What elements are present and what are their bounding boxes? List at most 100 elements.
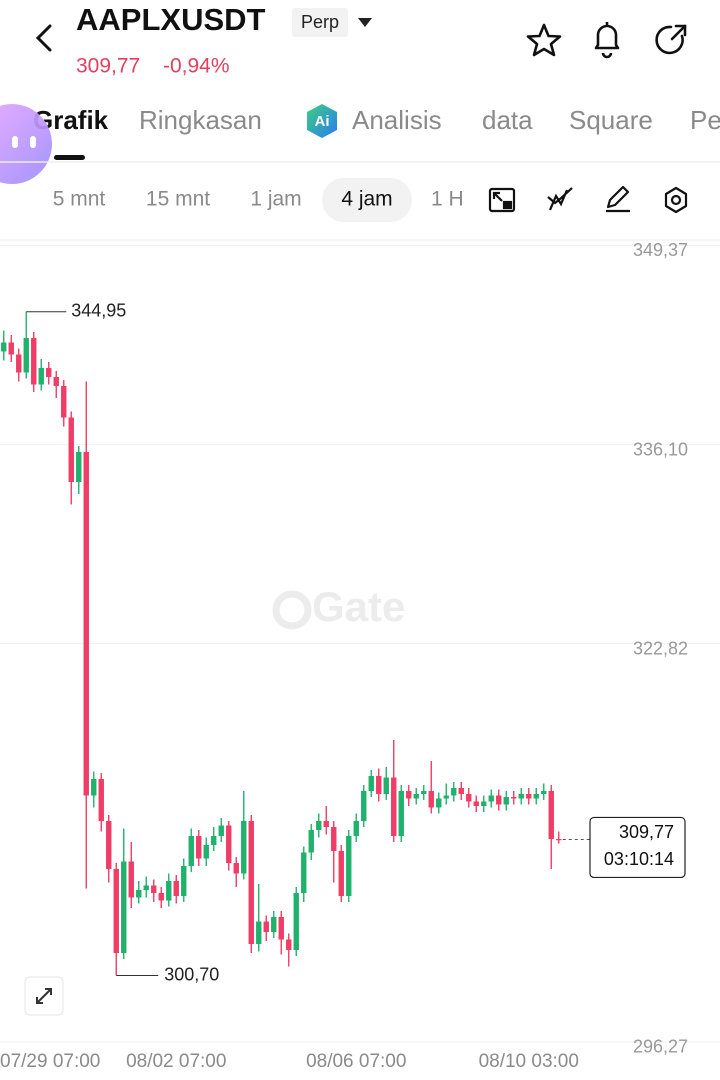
interval[interactable]: 1 jam xyxy=(250,188,301,211)
candle-body xyxy=(8,342,14,355)
watermark: Gate xyxy=(312,583,405,630)
y-tick-label: 322,82 xyxy=(633,638,688,658)
alert-button[interactable] xyxy=(594,22,620,59)
y-tick-label: 296,27 xyxy=(633,1037,688,1057)
share-button[interactable] xyxy=(655,24,687,55)
settings-button[interactable] xyxy=(664,186,688,214)
x-tick-label: 08/02 07:00 xyxy=(126,1051,226,1072)
candle-body xyxy=(436,798,442,808)
candle-body xyxy=(83,452,89,796)
interval[interactable]: 4 jam xyxy=(341,188,392,211)
fullscreen-button[interactable] xyxy=(488,187,516,213)
candle-body xyxy=(121,861,127,953)
assistant-bubble[interactable] xyxy=(0,104,52,184)
badge: Perp xyxy=(301,12,339,32)
price: 309,77 xyxy=(76,55,140,78)
candle-body xyxy=(473,801,479,806)
ai-icon xyxy=(307,104,337,138)
x-tick-label: 08/06 07:00 xyxy=(306,1051,406,1072)
tab[interactable]: Ringkasan xyxy=(139,105,262,135)
dropdown[interactable] xyxy=(358,18,372,27)
candle-body xyxy=(323,821,329,827)
candle-body xyxy=(16,354,22,373)
candle-body xyxy=(338,851,344,896)
candle-body xyxy=(151,885,157,893)
candle-body xyxy=(226,825,232,863)
candle-body xyxy=(1,342,7,352)
last-price-box xyxy=(589,816,686,879)
candle-body xyxy=(143,885,149,890)
candle-body xyxy=(541,791,547,794)
symbol[interactable]: AAPLXUSDT xyxy=(76,2,266,37)
candle-body xyxy=(443,795,449,799)
tab[interactable]: Pe xyxy=(690,105,720,135)
change: -0,94% xyxy=(163,55,230,78)
candle-body xyxy=(173,881,179,896)
candle-body xyxy=(263,921,269,932)
candle-body xyxy=(31,338,37,385)
fade xyxy=(462,176,476,224)
tab-bar: Grafik Ringkasan Analisis data Square Pe xyxy=(33,105,720,135)
watermark-logo xyxy=(272,590,312,630)
ai-icon-label: Ai xyxy=(315,113,330,130)
candle-body xyxy=(53,377,59,386)
candle-body xyxy=(23,338,29,373)
candle-body xyxy=(188,836,194,866)
candle-body xyxy=(68,417,74,482)
bubble-eye xyxy=(12,136,18,148)
candle-body xyxy=(136,890,142,898)
candle-body xyxy=(271,917,277,932)
interval[interactable]: 15 mnt xyxy=(146,188,210,211)
candle-body xyxy=(91,779,97,796)
candle-body xyxy=(61,386,67,418)
countdown: 03:10:14 xyxy=(604,849,674,869)
interval[interactable]: 5 mnt xyxy=(53,188,106,211)
candle-body xyxy=(241,821,247,874)
expand-icon xyxy=(36,988,52,1004)
tab[interactable]: Analisis xyxy=(352,105,442,135)
candle-body xyxy=(38,368,44,385)
candle-body xyxy=(353,821,359,836)
candle-body xyxy=(391,777,397,836)
candle-body xyxy=(331,827,337,851)
active-interval-bg xyxy=(322,178,412,222)
candle-body xyxy=(106,821,112,869)
candle-body xyxy=(361,791,367,821)
indicators-button[interactable] xyxy=(547,187,573,211)
candle-body xyxy=(398,791,404,836)
candle-body xyxy=(346,836,352,896)
candle-body xyxy=(293,893,299,950)
candle-body xyxy=(428,791,434,808)
candle-body xyxy=(406,791,412,799)
tab[interactable]: Square xyxy=(569,105,653,135)
chart: 349,37 336,10 322,82 296,27 07/29 07:00 08/02… xyxy=(0,240,720,1072)
candle-body xyxy=(503,797,509,805)
badge-bg xyxy=(292,8,348,37)
interval[interactable]: 1 H xyxy=(431,188,464,211)
candle-body xyxy=(278,917,284,940)
candle-body xyxy=(481,801,487,806)
candle-body xyxy=(46,368,52,377)
candle-body xyxy=(248,821,254,944)
candle-body xyxy=(308,830,314,853)
draw-button[interactable] xyxy=(606,185,630,213)
candle-body xyxy=(286,939,292,950)
candle-body xyxy=(256,921,262,944)
favorite-button[interactable] xyxy=(526,23,562,57)
tab[interactable]: data xyxy=(482,105,533,135)
back-button[interactable] xyxy=(35,24,52,52)
candle-body xyxy=(533,794,539,799)
candle-body xyxy=(98,779,104,821)
candle-body xyxy=(76,452,82,482)
candle-body xyxy=(496,795,502,805)
candle-body xyxy=(458,788,464,794)
candle-body xyxy=(421,791,427,794)
min-label: 300,70 xyxy=(164,964,219,984)
candle-body xyxy=(413,794,419,799)
candle-body xyxy=(518,794,524,799)
candle-body xyxy=(113,869,119,953)
candle-body xyxy=(211,836,217,845)
candle-body xyxy=(316,821,322,830)
